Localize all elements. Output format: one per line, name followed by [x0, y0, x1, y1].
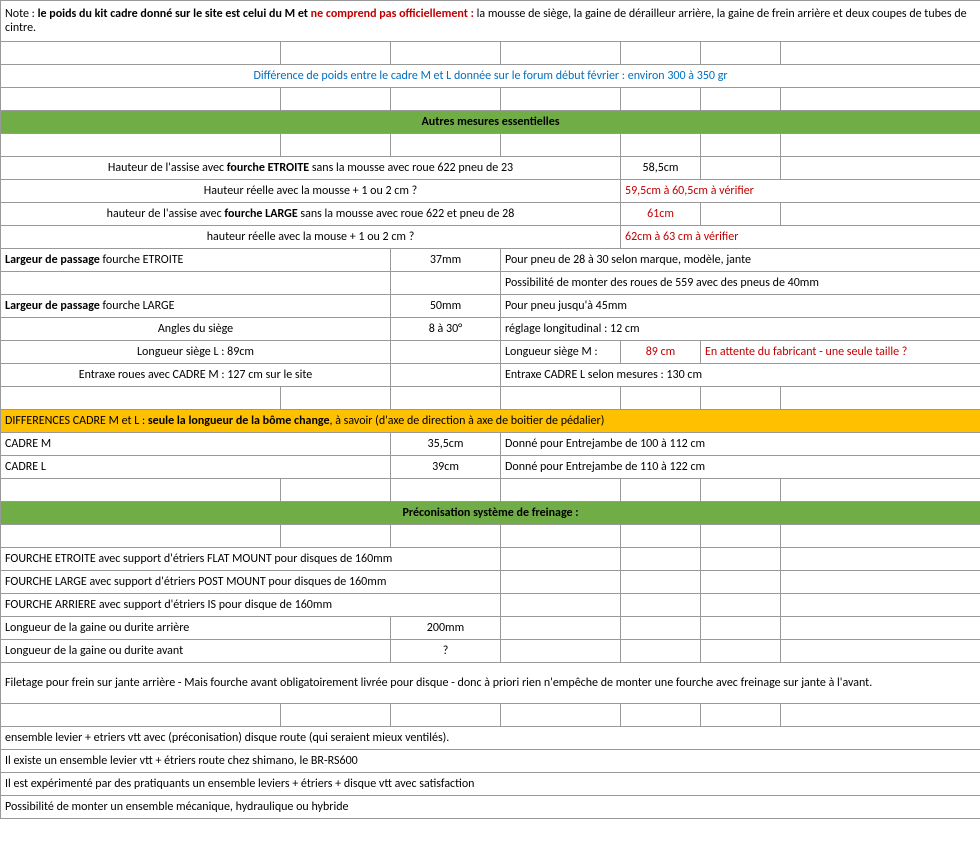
diff-l-val: 39cm — [391, 456, 501, 479]
note-red: ne comprend pas officiellement : — [311, 7, 477, 21]
brake-r1: FOURCHE ETROITE avec support d'étriers F… — [1, 548, 501, 571]
m-r1-val: 58,5cm — [621, 157, 701, 180]
m-r6-label: Largeur de passage fourche LARGE — [1, 295, 391, 318]
note-bold: le poids du kit cadre donné sur le site … — [38, 7, 311, 21]
diff-l-note: Donné pour Entrejambe de 110 à 122 cm — [501, 456, 980, 479]
diff-l-label: CADRE L — [1, 456, 391, 479]
m-r8-warn: En attente du fabricant - une seule tail… — [701, 341, 980, 364]
m-r7-note: réglage longitudinal : 12 cm — [501, 318, 980, 341]
m-r7-val: 8 à 30° — [391, 318, 501, 341]
brake-r8: Il existe un ensemble levier vtt + étrie… — [1, 750, 980, 773]
m-r9-note: Entraxe CADRE L selon mesures : 130 cm — [501, 364, 980, 387]
m-r4-val: 62cm à 63 cm à vérifier — [621, 226, 980, 249]
m-r8-note: Longueur siège M : — [501, 341, 621, 364]
m-r5-note: Pour pneu de 28 à 30 selon marque, modèl… — [501, 249, 980, 272]
section-measures: Autres mesures essentielles — [1, 111, 980, 134]
brake-r10: Possibilité de monter un ensemble mécani… — [1, 796, 980, 819]
m-r6-val: 50mm — [391, 295, 501, 318]
m-r3-label: hauteur de l'assise avec fourche LARGE s… — [1, 203, 621, 226]
diff-m-label: CADRE M — [1, 433, 391, 456]
m-r5b-note: Possibilité de monter des roues de 559 a… — [501, 272, 980, 295]
brake-r5-val: ? — [391, 640, 501, 663]
diff-header: DIFFERENCES CADRE M et L : seule la long… — [1, 410, 980, 433]
m-r7-label: Angles du siège — [1, 318, 391, 341]
m-r5-val: 37mm — [391, 249, 501, 272]
note-prefix: Note : — [5, 7, 38, 21]
brake-r9: Il est expérimenté par des pratiquants u… — [1, 773, 980, 796]
brake-r4-val: 200mm — [391, 617, 501, 640]
brake-r3: FOURCHE ARRIERE avec support d'étriers I… — [1, 594, 501, 617]
weight-diff: Différence de poids entre le cadre M et … — [1, 65, 980, 88]
brake-r6: Filetage pour frein sur jante arrière - … — [1, 663, 980, 704]
diff-m-note: Donné pour Entrejambe de 100 à 112 cm — [501, 433, 980, 456]
m-r1-label: Hauteur de l'assise avec fourche ETROITE… — [1, 157, 621, 180]
brake-r5-label: Longueur de la gaine ou durite avant — [1, 640, 391, 663]
m-r3-val: 61cm — [621, 203, 701, 226]
m-r5-label: Largeur de passage fourche ETROITE — [1, 249, 391, 272]
m-r6-note: Pour pneu jusqu'à 45mm — [501, 295, 980, 318]
diff-m-val: 35,5cm — [391, 433, 501, 456]
m-r4-label: hauteur réelle avec la mouse + 1 ou 2 cm… — [1, 226, 621, 249]
m-r2-val: 59,5cm à 60,5cm à vérifier — [621, 180, 980, 203]
brake-r7: ensemble levier + etriers vtt avec (préc… — [1, 727, 980, 750]
section-brake: Préconisation système de freinage : — [1, 502, 980, 525]
spreadsheet: Note : le poids du kit cadre donné sur l… — [0, 0, 980, 841]
note-row: Note : le poids du kit cadre donné sur l… — [1, 1, 980, 42]
brake-r2: FOURCHE LARGE avec support d'étriers POS… — [1, 571, 501, 594]
m-r2-label: Hauteur réelle avec la mousse + 1 ou 2 c… — [1, 180, 621, 203]
brake-r4-label: Longueur de la gaine ou durite arrière — [1, 617, 391, 640]
m-r8-val: 89 cm — [621, 341, 701, 364]
m-r8-label: Longueur siège L : 89cm — [1, 341, 391, 364]
m-r9-label: Entraxe roues avec CADRE M : 127 cm sur … — [1, 364, 391, 387]
